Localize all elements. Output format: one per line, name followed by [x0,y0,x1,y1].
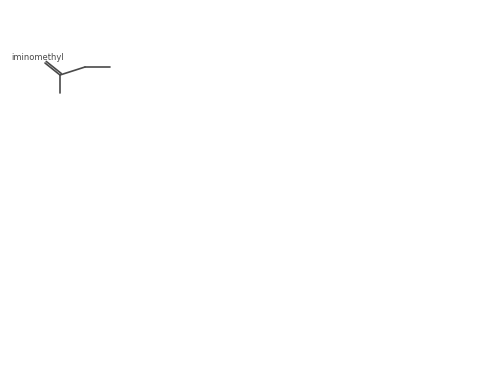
Text: iminomethyl: iminomethyl [12,52,65,61]
